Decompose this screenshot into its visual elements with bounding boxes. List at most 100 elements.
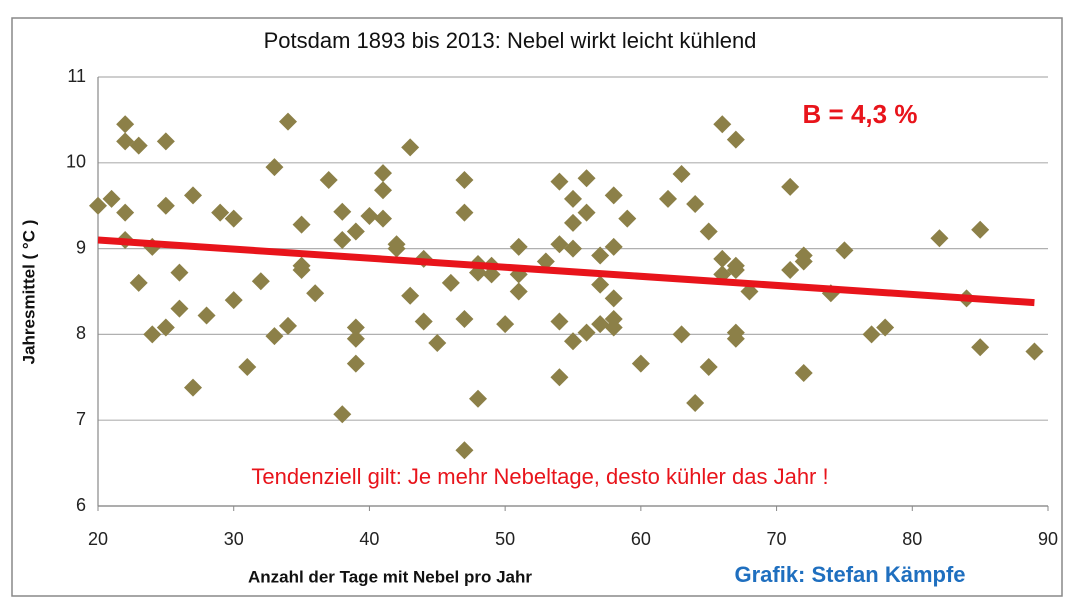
point (971, 220, 990, 239)
point (279, 112, 297, 131)
point (346, 318, 365, 337)
plot-area: 6 7 8 9 10 11 20 30 40 50 60 70 80 90 (66, 66, 1058, 549)
point (156, 132, 175, 151)
point (346, 222, 365, 241)
point (509, 237, 528, 256)
point (672, 325, 691, 344)
point (143, 325, 162, 344)
point (292, 261, 311, 280)
chart-frame (11, 17, 1063, 597)
point (699, 358, 718, 377)
point (184, 378, 202, 397)
point (564, 213, 582, 232)
point (550, 312, 569, 331)
point (129, 273, 148, 292)
point (577, 169, 596, 188)
point (577, 203, 596, 222)
point (726, 261, 745, 280)
point (102, 189, 121, 208)
point (211, 203, 230, 222)
point (794, 364, 813, 383)
point (699, 222, 718, 241)
point (455, 441, 474, 460)
chart-title: Potsdam 1893 bis 2013: Nebel wirkt leich… (264, 28, 757, 53)
point (604, 318, 623, 337)
point (781, 177, 800, 196)
point (971, 338, 990, 357)
point (374, 164, 392, 183)
point (401, 286, 420, 305)
point (170, 299, 189, 318)
y-tick-label: 11 (67, 66, 86, 86)
point (618, 209, 637, 228)
point (129, 136, 148, 155)
point (251, 272, 270, 291)
point (184, 186, 202, 205)
point (116, 132, 135, 151)
x-tick-label: 90 (1038, 529, 1058, 549)
point (89, 196, 107, 215)
point (333, 405, 352, 424)
point (631, 354, 650, 373)
point (292, 215, 311, 234)
x-axis-label: Anzahl der Tage mit Nebel pro Jahr (248, 567, 532, 586)
point (686, 194, 705, 213)
y-tick-label: 6 (76, 495, 86, 515)
point (197, 306, 216, 325)
point (564, 239, 582, 258)
point (238, 358, 257, 377)
point (224, 291, 243, 310)
point (401, 138, 420, 157)
point (591, 246, 610, 265)
y-axis-label: Jahresmittel ( °C ) (19, 220, 38, 365)
point (604, 186, 623, 205)
point (116, 115, 135, 134)
point (876, 318, 895, 337)
point (346, 329, 365, 348)
point (387, 239, 406, 258)
point (604, 289, 623, 308)
point (550, 368, 569, 387)
credit: Grafik: Stefan Kämpfe (734, 562, 965, 587)
point (550, 235, 569, 254)
point (726, 329, 745, 348)
annotation: B = 4,3 % (803, 99, 918, 129)
point (374, 181, 392, 200)
point (577, 323, 596, 342)
point (265, 158, 284, 177)
trend-line (97, 236, 1035, 307)
point (156, 196, 175, 215)
annotation: Tendenziell gilt: Je mehr Nebeltage, des… (251, 464, 828, 489)
point (469, 389, 487, 408)
point (156, 318, 175, 337)
point (591, 315, 610, 334)
point (333, 202, 352, 221)
point (333, 231, 352, 250)
point (455, 309, 474, 328)
point (726, 130, 745, 149)
point (564, 332, 582, 351)
x-tick-label: 50 (495, 529, 515, 549)
point (1025, 342, 1044, 361)
point (306, 284, 325, 303)
point (930, 229, 949, 248)
point (455, 203, 474, 222)
point (265, 327, 284, 346)
point (414, 312, 433, 331)
point (360, 206, 379, 225)
point (116, 203, 135, 222)
point (781, 261, 800, 280)
point (835, 241, 854, 260)
x-tick-label: 60 (631, 529, 651, 549)
point (659, 189, 677, 208)
x-tick-label: 80 (902, 529, 922, 549)
y-tick-label: 9 (76, 237, 86, 257)
y-tick-label: 10 (66, 152, 86, 172)
point (374, 209, 392, 228)
point (604, 237, 623, 256)
point (713, 249, 732, 268)
point (455, 170, 474, 189)
point (550, 172, 569, 191)
point (564, 189, 582, 208)
point (496, 315, 515, 334)
